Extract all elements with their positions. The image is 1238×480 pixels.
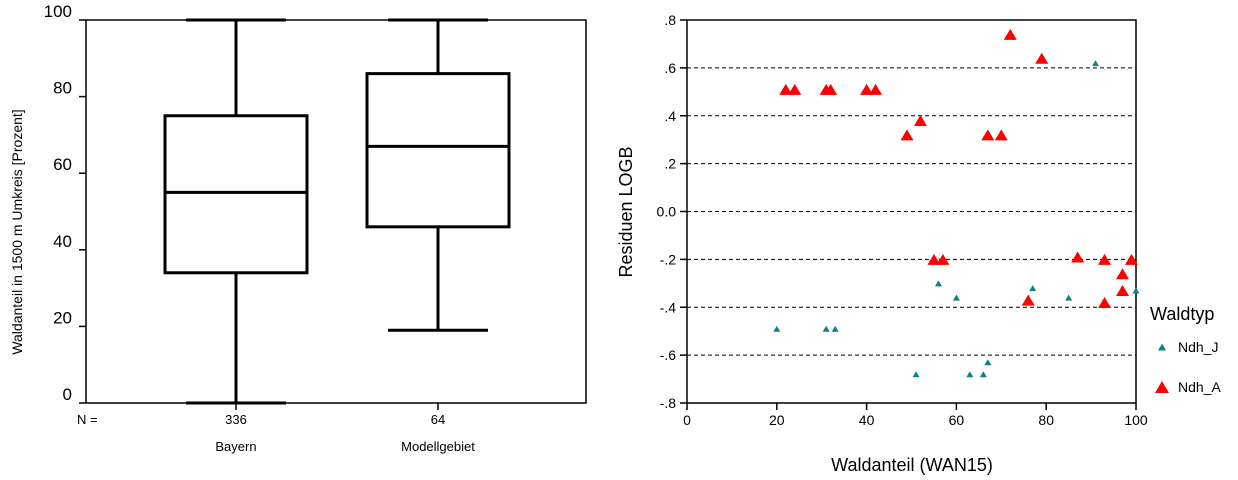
point-ndh-j bbox=[1092, 60, 1100, 67]
point-ndh-a bbox=[927, 253, 941, 265]
scatter-y-tick-label: -.8 bbox=[660, 395, 677, 411]
scatter-x-tick-label: 80 bbox=[1038, 412, 1054, 428]
point-ndh-a bbox=[860, 83, 874, 95]
point-ndh-j bbox=[1132, 287, 1140, 294]
scatter-x-ticks: 0 20 40 60 80 100 bbox=[683, 403, 1148, 428]
point-ndh-a bbox=[1098, 253, 1112, 265]
legend-label: Ndh_A bbox=[1178, 379, 1221, 395]
scatter-y-tick-label: 0.0 bbox=[657, 204, 677, 220]
scatter-chart: .8 .6 .4 .2 0.0 -.2 -.4 -.6 -.8 0 20 40 60 80 100 Res… bbox=[616, 12, 1221, 475]
boxplot-category-label: Modellgebiet bbox=[401, 439, 475, 454]
point-ndh-j bbox=[966, 371, 974, 378]
point-ndh-a bbox=[788, 83, 802, 95]
scatter-x-tick-label: 60 bbox=[949, 412, 965, 428]
point-ndh-j bbox=[822, 325, 830, 332]
point-ndh-j bbox=[912, 371, 920, 378]
point-ndh-j bbox=[984, 359, 992, 366]
point-ndh-a bbox=[1125, 253, 1139, 265]
point-ndh-j bbox=[773, 325, 781, 332]
point-ndh-a bbox=[1071, 251, 1085, 263]
point-ndh-a bbox=[913, 115, 927, 127]
point-ndh-j bbox=[1029, 285, 1037, 292]
boxplot-frame bbox=[85, 19, 587, 404]
scatter-y-tick-label: -.4 bbox=[660, 299, 677, 315]
boxplot-x-labels: 336 Bayern 64 Modellgebiet bbox=[215, 403, 475, 454]
legend-title: Waldtyp bbox=[1150, 304, 1214, 324]
legend-marker-ndh-j bbox=[1158, 343, 1166, 351]
point-ndh-j bbox=[979, 371, 987, 378]
point-ndh-j bbox=[831, 325, 839, 332]
point-ndh-a bbox=[1116, 284, 1130, 296]
point-ndh-a bbox=[936, 253, 950, 265]
boxplot-count-label: 336 bbox=[225, 412, 247, 427]
point-ndh-a bbox=[981, 129, 995, 141]
legend-marker-ndh-a bbox=[1155, 381, 1169, 393]
boxplot-y-tick-label: 40 bbox=[53, 232, 72, 251]
boxplot-y-tick-label: 20 bbox=[53, 308, 72, 327]
boxplot-boxes bbox=[163, 18, 511, 405]
box-iqr-rect bbox=[365, 72, 511, 229]
boxplot-y-tick-label: 60 bbox=[53, 155, 72, 174]
boxplot-category-label: Bayern bbox=[215, 439, 256, 454]
point-ndh-a bbox=[779, 83, 793, 95]
scatter-y-tick-label: .2 bbox=[664, 156, 676, 172]
point-ndh-a bbox=[994, 129, 1008, 141]
scatter-y-tick-label: .8 bbox=[664, 12, 676, 28]
boxplot-y-axis-label: Waldanteil in 1500 m Umkreis [Prozent] bbox=[9, 109, 25, 354]
point-ndh-a bbox=[824, 83, 838, 95]
boxplot-n-label: N = bbox=[77, 412, 98, 427]
point-ndh-a bbox=[900, 129, 914, 141]
point-ndh-j bbox=[934, 280, 942, 287]
boxplot-y-tick-label: 80 bbox=[53, 79, 72, 98]
point-ndh-a bbox=[1116, 268, 1130, 280]
scatter-y-tick-label: .4 bbox=[664, 108, 676, 124]
scatter-x-axis-label: Waldanteil (WAN15) bbox=[831, 455, 993, 475]
scatter-legend: Waldtyp Ndh_J Ndh_A bbox=[1150, 304, 1221, 395]
point-ndh-a bbox=[1098, 296, 1112, 308]
boxplot-y-tick-label: 0 bbox=[63, 385, 72, 404]
scatter-x-tick-label: 0 bbox=[683, 412, 691, 428]
boxplot-count-label: 64 bbox=[431, 412, 445, 427]
boxplot-y-tick-label: 100 bbox=[44, 2, 72, 21]
scatter-y-axis-label: Residuen LOGB bbox=[616, 146, 636, 277]
box-iqr-rect bbox=[163, 114, 309, 275]
scatter-y-tick-label: -.2 bbox=[660, 251, 677, 267]
point-ndh-j bbox=[1065, 294, 1073, 301]
point-ndh-a bbox=[869, 83, 883, 95]
scatter-x-tick-label: 20 bbox=[769, 412, 785, 428]
scatter-gridlines bbox=[687, 67, 1136, 356]
point-ndh-j bbox=[952, 294, 960, 301]
scatter-y-tick-label: -.6 bbox=[660, 347, 677, 363]
boxplot-y-ticks: 0 20 40 60 80 100 bbox=[44, 2, 86, 404]
point-ndh-a bbox=[1021, 294, 1035, 306]
boxplot-chart: Waldanteil in 1500 m Umkreis [Prozent] 0… bbox=[9, 2, 587, 454]
scatter-y-ticks: .8 .6 .4 .2 0.0 -.2 -.4 -.6 -.8 bbox=[657, 12, 687, 411]
scatter-y-tick-label: .6 bbox=[664, 60, 676, 76]
scatter-x-tick-label: 40 bbox=[859, 412, 875, 428]
point-ndh-a bbox=[1003, 28, 1017, 40]
point-ndh-a bbox=[1035, 52, 1049, 64]
legend-label: Ndh_J bbox=[1178, 339, 1218, 355]
scatter-x-tick-label: 100 bbox=[1124, 412, 1148, 428]
scatter-points bbox=[773, 28, 1140, 378]
